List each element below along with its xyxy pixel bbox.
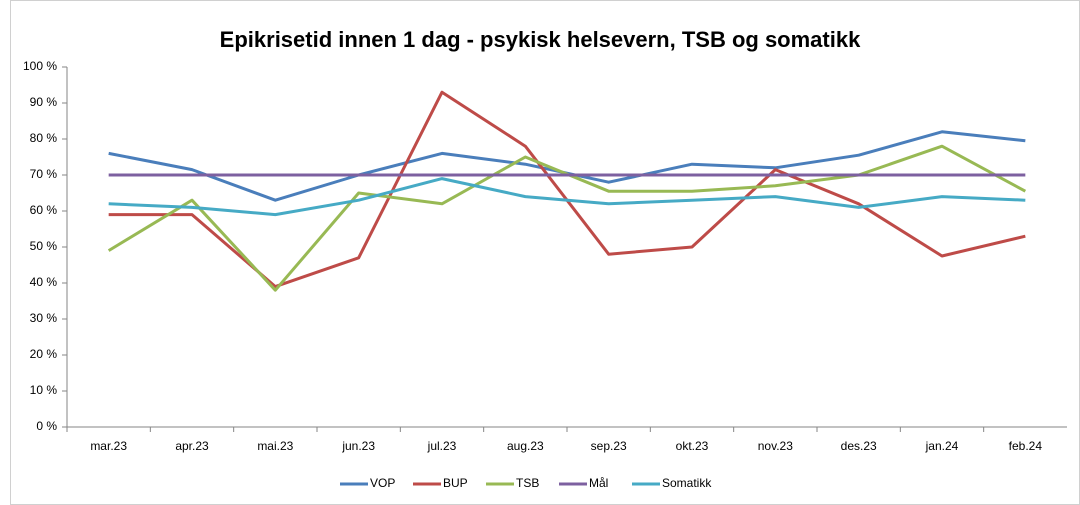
- x-tick-label: jul.23: [427, 439, 457, 453]
- y-tick-label: 90 %: [30, 95, 58, 109]
- legend-label: TSB: [516, 476, 539, 490]
- legend-label: Somatikk: [662, 476, 712, 490]
- y-tick-label: 60 %: [30, 203, 58, 217]
- x-tick-label: sep.23: [591, 439, 627, 453]
- y-tick-label: 80 %: [30, 131, 58, 145]
- y-tick-label: 30 %: [30, 311, 58, 325]
- x-tick-label: jun.23: [341, 439, 375, 453]
- x-tick-label: mar.23: [90, 439, 127, 453]
- y-tick-label: 50 %: [30, 239, 58, 253]
- y-tick-label: 10 %: [30, 383, 58, 397]
- series-line: [108, 177, 1026, 217]
- x-tick-label: feb.24: [1009, 439, 1043, 453]
- chart-title: Epikrisetid innen 1 dag - psykisk helsev…: [220, 27, 861, 52]
- y-tick-label: 100 %: [23, 59, 57, 73]
- y-tick-label: 0 %: [36, 419, 57, 433]
- chart-frame: [10, 0, 1080, 505]
- x-tick-label: okt.23: [676, 439, 709, 453]
- y-tick-label: 40 %: [30, 275, 58, 289]
- x-tick-label: aug.23: [507, 439, 544, 453]
- legend-label: BUP: [443, 476, 468, 490]
- legend-label: VOP: [370, 476, 395, 490]
- x-tick-label: apr.23: [175, 439, 209, 453]
- x-tick-label: nov.23: [758, 439, 793, 453]
- legend-label: Mål: [589, 476, 608, 490]
- y-tick-label: 20 %: [30, 347, 58, 361]
- x-tick-label: mai.23: [257, 439, 293, 453]
- y-tick-label: 70 %: [30, 167, 58, 181]
- x-tick-label: jan.24: [925, 439, 959, 453]
- x-tick-label: des.23: [841, 439, 877, 453]
